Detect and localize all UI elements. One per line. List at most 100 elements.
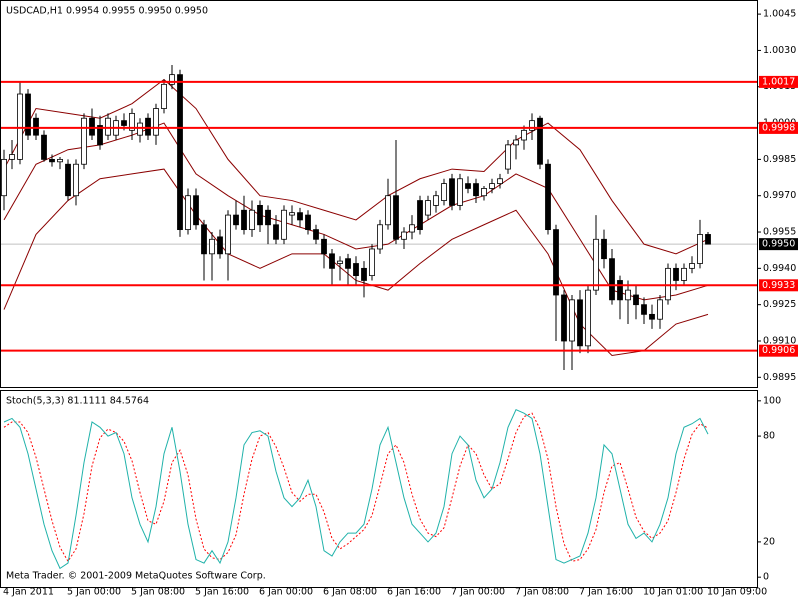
candle-body [601,238,607,260]
x-tick-label: 5 Jan 16:00 [195,587,249,598]
candle-body [345,258,351,269]
candle-body [121,120,127,126]
candle-body [105,117,111,136]
candle-body [97,125,103,146]
candle-body [305,214,311,231]
candle-body [265,209,271,226]
level-label-box [759,279,798,292]
y-tick-label: 100 [763,395,781,406]
candle-body [609,258,615,301]
x-tick-label: 6 Jan 16:00 [387,587,441,598]
level-label: 0.9998 [762,122,795,133]
y-tick-label: 0 [763,572,769,583]
y-tick-label: 1.0045 [763,9,796,20]
candle-body [273,224,279,240]
x-tick-label: 10 Jan 01:00 [643,587,703,598]
candle-body [425,200,431,216]
candle-body [473,183,479,197]
candle-body [241,209,247,231]
candle-body [297,212,303,221]
candle-body [577,299,583,347]
candle-body [145,117,151,136]
candle-body [537,117,543,165]
candle-body [409,224,415,233]
candle-body [313,229,319,240]
candle-body [89,117,95,136]
candle-body [657,299,663,320]
x-tick-label: 7 Jan 00:00 [451,587,505,598]
x-tick-label: 6 Jan 00:00 [259,587,313,598]
indicator-title: Stoch(5,3,3) 81.1111 84.5764 [6,396,149,407]
candle-body [257,204,263,226]
candle-body [417,200,423,231]
candle-body [1,158,7,197]
candle-body [617,280,623,301]
candle-body [593,238,599,291]
candle-body [529,120,535,131]
candle-body [497,178,503,185]
candle-body [697,234,703,264]
candle-body [569,299,575,342]
level-label-box [759,121,798,134]
candle-body [321,238,327,255]
y-tick-label: 80 [763,431,775,442]
candle-body [681,267,687,281]
candle-body [17,93,23,160]
candle-body [209,238,215,255]
candle-body [65,163,71,197]
candle-body [201,224,207,255]
candle-body [329,253,335,269]
candle-body [369,248,375,277]
candle-body [73,163,79,197]
level-label: 0.9933 [762,280,795,291]
candle-body [33,117,39,136]
candle-body [441,183,447,201]
last-price-label: 0.9950 [762,239,795,250]
candle-body [169,74,175,85]
candle-body [705,234,711,245]
candle-body [489,183,495,189]
chart-title: USDCAD,H1 0.9954 0.9955 0.9950 0.9950 [6,6,208,17]
candle-body [25,93,31,136]
candle-body [625,289,631,301]
x-tick-label: 6 Jan 08:00 [323,587,377,598]
candle-body [137,122,143,136]
y-tick-label: 0.9925 [763,299,796,310]
x-tick-label: 7 Jan 08:00 [515,587,569,598]
candle-body [401,231,407,240]
candle-body [633,294,639,306]
candle-body [81,117,87,165]
candle-body [177,74,183,231]
candle-body [193,195,199,226]
candle-body [481,188,487,197]
candle-body [553,229,559,296]
candle-body [161,83,167,109]
level-label: 1.0017 [762,76,795,87]
candle-body [689,263,695,269]
stoch-line [3,408,709,570]
stoch-panel-frame [0,390,758,588]
candle-body [361,267,367,281]
y-tick-label: 0.9955 [763,227,796,238]
last-price-box [759,238,798,251]
candle-body [289,212,295,216]
candle-body [649,313,655,320]
candle-body [49,158,55,163]
candle-body [185,195,191,231]
candle-body [337,260,343,264]
stoch-panel: 100 80 20 0 [3,395,781,583]
candle-body [353,263,359,277]
band-line [3,78,709,255]
candle-body [449,178,455,206]
level-label: 0.9906 [762,345,795,356]
y-tick-label: 20 [763,536,775,547]
copyright: Meta Trader. © 2001-2009 MetaQuotes Soft… [6,571,266,582]
candle-body [545,163,551,231]
main-panel-frame [0,0,758,388]
candle-body [129,112,135,131]
candle-body [57,158,63,163]
candle-body [385,195,391,226]
candle-body [153,108,159,136]
